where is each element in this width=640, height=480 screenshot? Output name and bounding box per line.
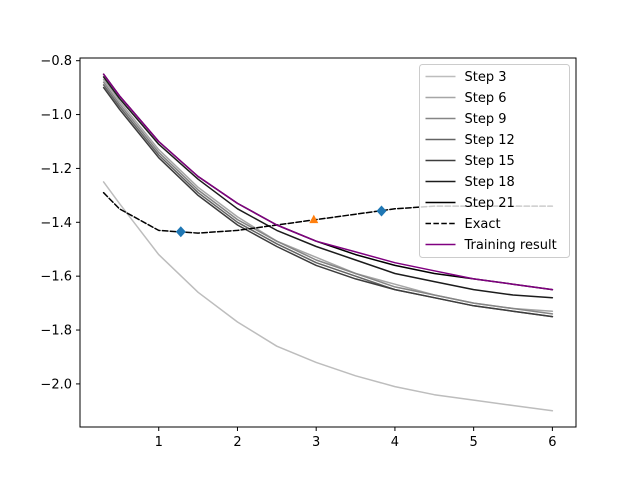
x-tick-label: 6 xyxy=(548,435,556,450)
y-tick-label: −2.0 xyxy=(40,377,72,392)
legend-label-8: Exact xyxy=(465,217,501,232)
x-axis: 1 2 3 4 5 6 xyxy=(155,427,557,450)
y-tick-label: −1.4 xyxy=(40,216,72,231)
x-tick-label: 3 xyxy=(312,435,320,450)
legend: Step 3 Step 6 Step 9 Step 12 Step 15 Step 18 S… xyxy=(419,64,570,258)
series-line-3 xyxy=(102,81,554,315)
x-tick-label: 2 xyxy=(233,435,241,450)
legend-label-5: Step 15 xyxy=(465,154,515,169)
legend-label-1: Step 3 xyxy=(465,70,507,85)
series-line-1 xyxy=(102,181,554,412)
diamond-marker-2 xyxy=(376,205,387,217)
axes-frame xyxy=(79,57,577,428)
y-tick-label: −0.8 xyxy=(40,54,72,69)
triangle-marker-3 xyxy=(309,214,319,224)
legend-label-9: Training result xyxy=(464,238,557,253)
y-tick-label: −1.6 xyxy=(40,270,72,285)
y-tick-label: −1.0 xyxy=(40,108,72,123)
x-tick-label: 1 xyxy=(155,435,163,450)
series-line-5 xyxy=(102,86,554,318)
legend-label-4: Step 12 xyxy=(465,133,515,148)
y-axis: −2.0 −1.8 −1.6 −1.4 −1.2 −1.0 −0.8 xyxy=(40,54,80,392)
legend-box xyxy=(419,64,570,258)
x-tick-label: 5 xyxy=(470,435,478,450)
series-line-6 xyxy=(102,76,554,299)
plot-area xyxy=(102,73,554,412)
diamond-marker-1 xyxy=(175,226,186,238)
series-line-9 xyxy=(102,73,554,291)
legend-label-7: Step 21 xyxy=(465,196,515,211)
legend-label-6: Step 18 xyxy=(465,175,515,190)
y-tick-label: −1.8 xyxy=(40,324,72,339)
x-tick-label: 4 xyxy=(391,435,399,450)
legend-label-2: Step 6 xyxy=(465,91,507,106)
legend-label-3: Step 9 xyxy=(465,112,507,127)
y-tick-label: −1.2 xyxy=(40,162,72,177)
